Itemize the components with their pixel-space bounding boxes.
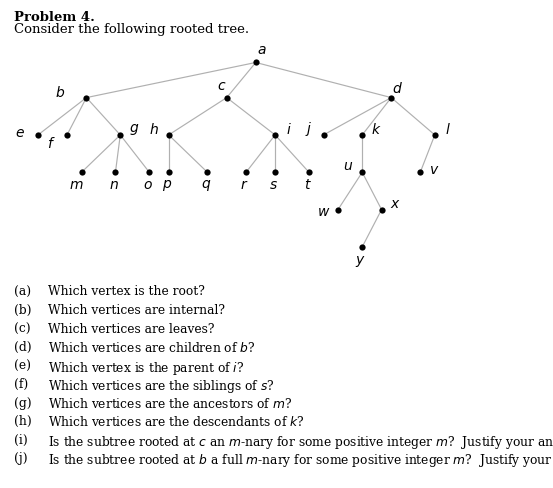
Text: Which vertex is the root?: Which vertex is the root? (48, 285, 205, 299)
Text: $\mathit{g}$: $\mathit{g}$ (129, 122, 139, 137)
Text: Which vertices are internal?: Which vertices are internal? (48, 304, 225, 317)
Text: $\mathit{b}$: $\mathit{b}$ (55, 84, 65, 100)
Text: Which vertices are leaves?: Which vertices are leaves? (48, 323, 215, 336)
Text: $\mathit{e}$: $\mathit{e}$ (15, 126, 24, 140)
Text: $\mathit{a}$: $\mathit{a}$ (257, 43, 267, 58)
Text: $\mathit{c}$: $\mathit{c}$ (217, 79, 227, 93)
Text: Which vertices are the siblings of $s$?: Which vertices are the siblings of $s$? (48, 378, 274, 395)
Text: $\mathit{o}$: $\mathit{o}$ (143, 179, 153, 192)
Text: $\mathit{l}$: $\mathit{l}$ (446, 122, 451, 137)
Text: $\mathit{s}$: $\mathit{s}$ (269, 179, 278, 192)
Text: $\mathit{n}$: $\mathit{n}$ (109, 179, 119, 192)
Text: Which vertex is the parent of $i$?: Which vertex is the parent of $i$? (48, 360, 244, 377)
Text: (b): (b) (14, 304, 32, 317)
Text: Consider the following rooted tree.: Consider the following rooted tree. (14, 23, 249, 37)
Text: $\mathit{y}$: $\mathit{y}$ (356, 254, 366, 269)
Text: (c): (c) (14, 323, 30, 336)
Text: (h): (h) (14, 415, 32, 428)
Text: $\mathit{m}$: $\mathit{m}$ (70, 179, 84, 192)
Text: (a): (a) (14, 285, 31, 299)
Text: (g): (g) (14, 397, 32, 410)
Text: $\mathit{d}$: $\mathit{d}$ (392, 81, 403, 96)
Text: $\mathit{q}$: $\mathit{q}$ (201, 178, 211, 193)
Text: $\mathit{i}$: $\mathit{i}$ (286, 122, 291, 137)
Text: $\mathit{u}$: $\mathit{u}$ (343, 159, 353, 173)
Text: Problem 4.: Problem 4. (14, 11, 95, 24)
Text: (f): (f) (14, 378, 28, 391)
Text: $\mathit{f}$: $\mathit{f}$ (47, 136, 56, 151)
Text: $\mathit{j}$: $\mathit{j}$ (305, 121, 312, 139)
Text: Is the subtree rooted at $c$ an $m$-nary for some positive integer $m$?  Justify: Is the subtree rooted at $c$ an $m$-nary… (48, 434, 553, 451)
Text: (i): (i) (14, 434, 28, 447)
Text: $\mathit{x}$: $\mathit{x}$ (390, 197, 400, 211)
Text: Which vertices are the descendants of $k$?: Which vertices are the descendants of $k… (48, 415, 305, 429)
Text: $\mathit{r}$: $\mathit{r}$ (241, 179, 249, 192)
Text: (d): (d) (14, 341, 32, 354)
Text: $\mathit{w}$: $\mathit{w}$ (317, 205, 330, 219)
Text: $\mathit{t}$: $\mathit{t}$ (304, 179, 311, 192)
Text: $\mathit{p}$: $\mathit{p}$ (162, 178, 173, 193)
Text: (e): (e) (14, 360, 31, 373)
Text: $\mathit{h}$: $\mathit{h}$ (149, 122, 159, 137)
Text: $\mathit{k}$: $\mathit{k}$ (371, 122, 381, 137)
Text: Which vertices are children of $b$?: Which vertices are children of $b$? (48, 341, 255, 355)
Text: Which vertices are the ancestors of $m$?: Which vertices are the ancestors of $m$? (48, 397, 292, 411)
Text: $\mathit{v}$: $\mathit{v}$ (429, 163, 439, 177)
Text: (j): (j) (14, 452, 28, 466)
Text: Is the subtree rooted at $b$ a full $m$-nary for some positive integer $m$?  Jus: Is the subtree rooted at $b$ a full $m$-… (48, 452, 553, 469)
